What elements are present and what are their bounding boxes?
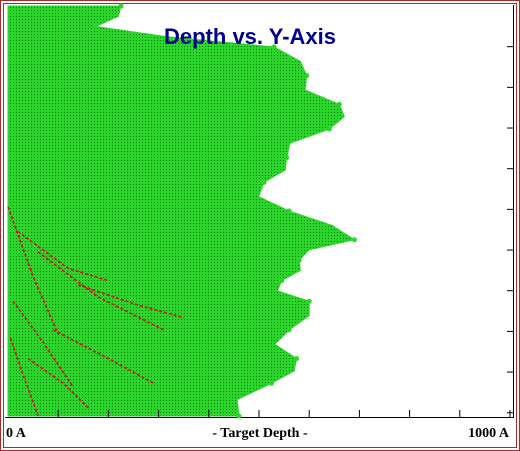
profile-point-6 <box>284 155 290 161</box>
profile-point-14 <box>294 356 300 362</box>
defect-track-7 <box>9 337 39 417</box>
profile-point-12 <box>306 298 312 304</box>
chart-title: Depth vs. Y-Axis <box>164 24 336 49</box>
defect-track-0 <box>7 206 59 335</box>
profile-point-4 <box>336 101 342 107</box>
defect-track-3 <box>78 284 184 319</box>
damage-area <box>7 5 356 417</box>
x-axis-max-label: 1000 A <box>468 426 509 441</box>
profile-point-13 <box>286 327 292 333</box>
defect-track-4 <box>12 300 74 388</box>
profile-point-15 <box>269 380 275 386</box>
inner-frame <box>3 3 517 448</box>
profile-point-16 <box>236 413 242 419</box>
defect-tracks <box>7 206 184 417</box>
profile-point-9 <box>351 237 357 243</box>
profile-point-3 <box>304 73 310 79</box>
profile-point-5 <box>326 126 332 132</box>
plot-area <box>5 5 514 418</box>
axis-ticks <box>57 46 513 417</box>
profile-point-0 <box>118 3 124 9</box>
defect-track-2 <box>37 251 164 331</box>
defect-track-1 <box>17 230 109 282</box>
defect-track-6 <box>27 357 89 409</box>
profile-point-8 <box>286 208 292 214</box>
profile-point-1 <box>93 24 99 29</box>
defect-track-5 <box>52 329 154 384</box>
profile-point-11 <box>279 278 285 284</box>
profile-point-10 <box>296 257 302 263</box>
x-axis-min-label: 0 A <box>6 426 26 441</box>
x-axis-title: - Target Depth - <box>212 426 308 441</box>
damage-cloud <box>7 3 357 419</box>
profile-point-2 <box>271 44 277 50</box>
profile-point-7 <box>261 179 267 185</box>
